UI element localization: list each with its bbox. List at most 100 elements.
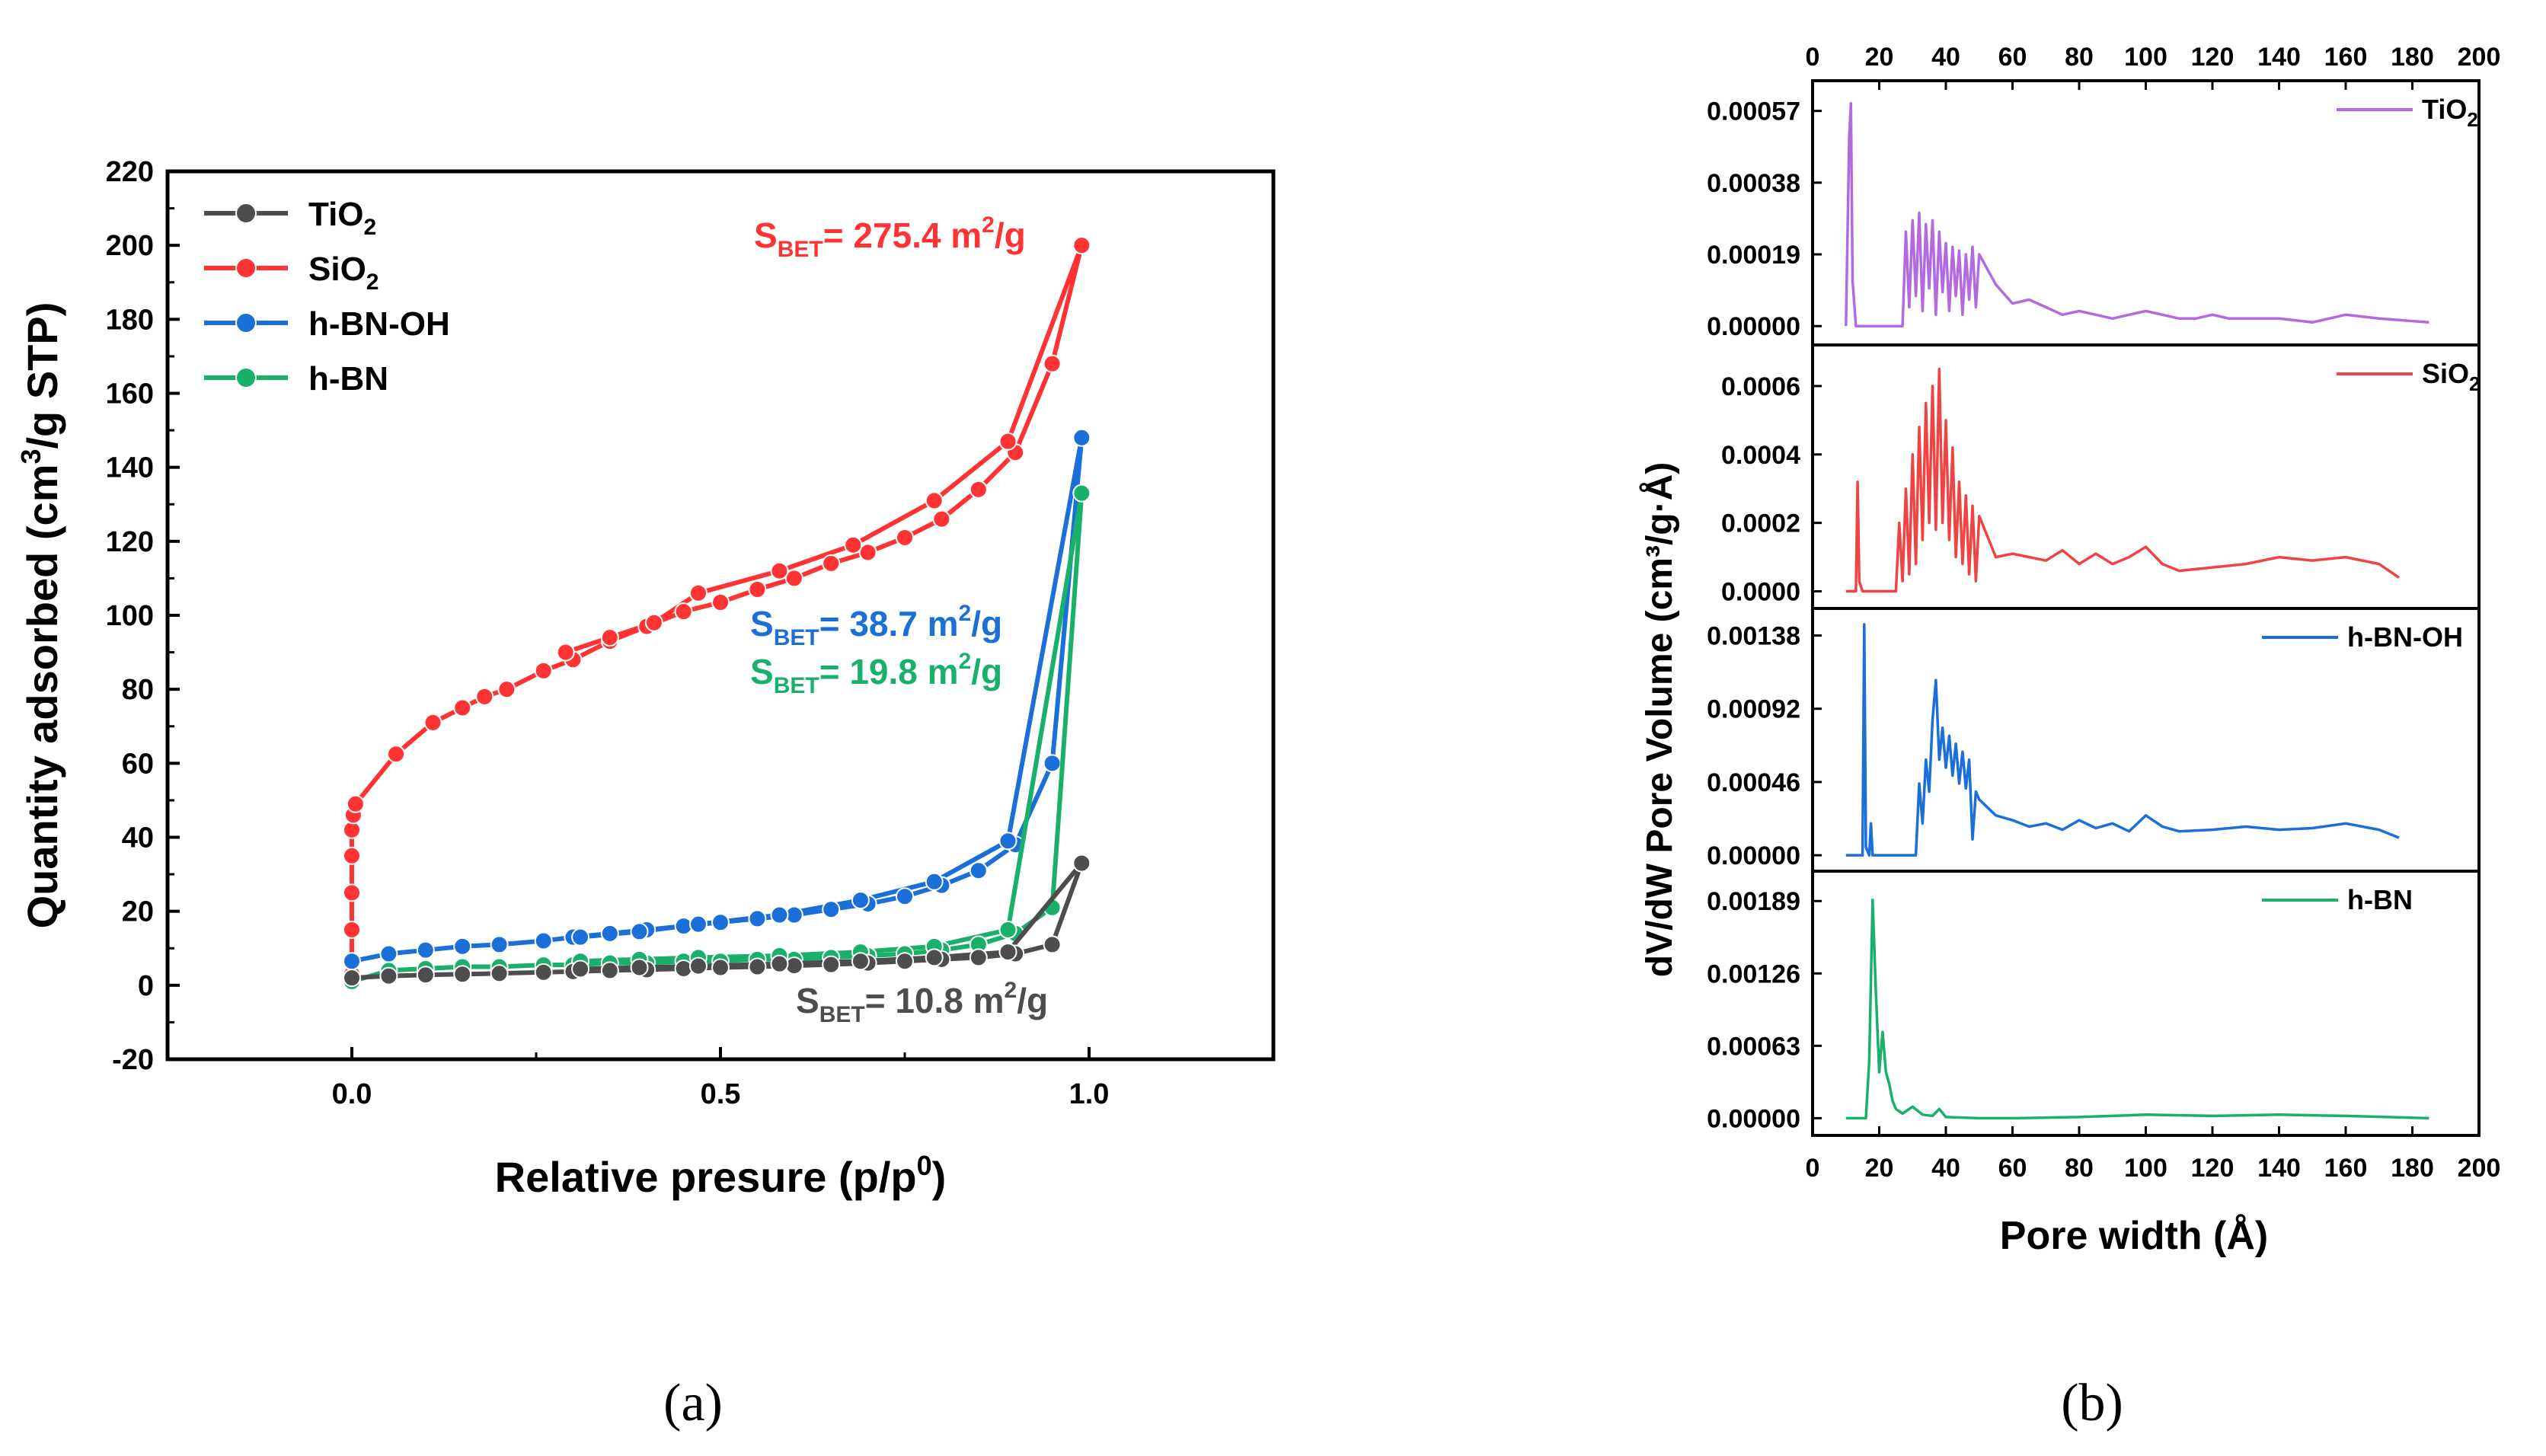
data-point-sio2 [822,554,841,573]
data-point-tio2 [343,969,361,988]
data-point-sio2 [998,432,1017,451]
top-x-tick-label: 100 [2124,43,2167,72]
data-point-h-bn-oh [453,937,472,956]
data-point-h-bn-oh [925,872,944,891]
y-tick-label: 0.00019 [1707,241,1800,270]
data-point-tio2 [711,958,730,977]
data-point-sio2 [770,561,789,580]
data-point-sio2 [932,509,951,528]
y-tick-label: 180 [106,304,154,336]
data-point-h-bn-oh [688,915,708,934]
data-point-h-bn-oh [711,913,730,932]
data-point-sio2 [896,528,914,547]
data-point-sio2 [556,643,575,662]
y-tick-label: 0.00063 [1707,1032,1800,1061]
data-point-sio2 [600,628,619,647]
data-point-h-bn-oh [600,924,619,943]
y-tick-label: 0.00000 [1707,1104,1800,1133]
axis-ticks-a: -20 0 20 40 60 80 100 120 140 160 180 200 220 0.0 0.5 1… [106,156,1275,1110]
legend-label: TiO2 [308,196,376,240]
data-point-h-bn-oh [490,935,509,954]
x-axis-label-b: Pore width (Å) [2000,1214,2268,1258]
data-point-h-bn-oh [1043,754,1062,773]
series-line-h-bn-adsorption [351,493,1085,984]
series-layer-a [343,236,1091,991]
data-point-tio2 [896,952,914,971]
data-point-tio2 [688,956,708,975]
bottom-x-tick-label: 160 [2324,1154,2368,1183]
data-point-h-bn-oh [630,922,649,941]
legend-label: SiO2 [308,251,379,295]
top-x-tick-label: 40 [1931,43,1960,72]
data-point-tio2 [379,966,398,985]
y-tick-label: 200 [106,230,154,262]
data-point-tio2 [490,964,509,983]
y-tick-label: 100 [106,600,154,632]
subplot-tio: 0.00000 0.00019 0.00038 0.00057 TiO2 [1707,94,2478,341]
data-point-sio2 [925,491,944,510]
top-x-tick-label: 160 [2324,43,2368,72]
bottom-x-tick-label: 180 [2391,1154,2434,1183]
data-point-sio2 [346,794,365,813]
data-point-tio2 [1072,854,1091,873]
top-x-tick-label: 180 [2391,43,2434,72]
bottom-x-tick-label: 40 [1931,1154,1960,1183]
data-point-tio2 [770,954,789,973]
data-point-h-bn-oh [343,952,361,971]
x-tick-label: 0.0 [332,1078,372,1110]
data-point-sio2 [343,920,361,939]
y-tick-label: 140 [106,452,154,484]
data-point-sio2 [343,846,361,865]
x-axis-label-a: Relative presure (p/p0) [495,1150,947,1201]
data-point-tio2 [969,948,988,967]
series-line-h-bn-oh [1845,623,2400,857]
legend-marker [235,367,257,388]
top-x-tick-label: 120 [2191,43,2235,72]
data-point-sio2 [387,745,406,764]
legend-label: h-BN [2347,884,2413,915]
series-line-h-bn [1845,898,2429,1120]
bottom-x-tick-label: 80 [2065,1154,2094,1183]
y-tick-label: 0.00046 [1707,768,1800,797]
subplot-h-bn-oh: 0.00000 0.00046 0.00092 0.00138 h-BN-OH [1707,621,2463,870]
y-tick-label: 80 [122,674,154,706]
data-point-h-bn [1072,484,1091,503]
data-point-h-bn-oh [822,900,841,919]
y-tick-label: 40 [122,822,154,854]
bottom-x-tick-label: 200 [2458,1154,2501,1183]
top-x-tick-label: 80 [2065,43,2094,72]
bottom-x-tick-label: 100 [2124,1154,2167,1183]
data-point-tio2 [571,959,590,979]
data-point-sio2 [534,661,553,680]
sbet-annotation: SBET= 38.7 m2/g [750,601,1002,650]
y-tick-label: 0.00000 [1707,841,1800,870]
legend-marker [235,203,257,224]
panel-label-b: (b) [2061,1374,2123,1432]
data-point-tio2 [534,963,553,982]
y-tick-label: 0.00189 [1707,887,1800,916]
data-point-tio2 [674,959,693,978]
data-point-sio2 [748,580,767,599]
y-tick-label: 0.00038 [1707,169,1800,198]
data-point-sio2 [1072,236,1091,255]
y-tick-label: 0.0002 [1721,509,1800,538]
sbet-annotation: SBET= 275.4 m2/g [754,212,1026,262]
data-point-h-bn-oh [748,909,767,928]
legend-label: SiO2 [2422,358,2480,395]
isotherm-chart: -20 0 20 40 60 80 100 120 140 160 180 200 220 0.0 0.5 1… [15,156,1276,1201]
data-point-h-bn-oh [770,905,789,924]
x-tick-label: 1.0 [1069,1078,1110,1110]
sbet-annotation: SBET= 19.8 m2/g [750,649,1002,698]
data-point-h-bn-oh [571,928,590,947]
data-point-tio2 [416,966,435,985]
data-point-sio2 [844,535,863,554]
y-tick-label: 220 [106,156,154,188]
data-point-sio2 [1043,354,1062,373]
bottom-axis-ticks-b: 0 20 40 60 80 100 120 140 160 180 200 [1806,1126,2501,1183]
y-tick-label: 60 [122,748,154,780]
legend-a: TiO2 SiO2 h-BN-OH h-BN [204,196,450,398]
y-tick-label: -20 [112,1044,154,1076]
data-point-h-bn-oh [851,891,870,910]
y-axis-label-a: Quantity adsorbed (cm3/g STP) [15,302,66,929]
